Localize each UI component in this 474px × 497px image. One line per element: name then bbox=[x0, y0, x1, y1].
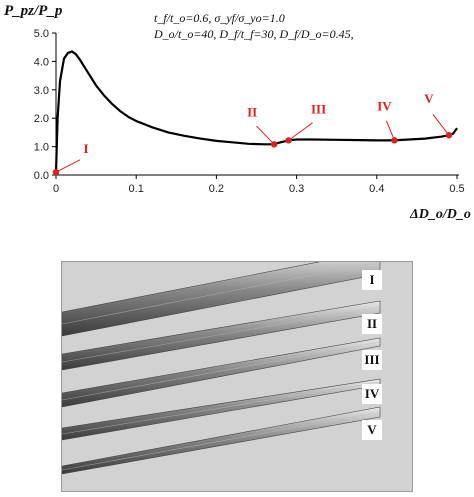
data-point-marker bbox=[391, 137, 398, 144]
deformed-tube-5 bbox=[61, 406, 381, 475]
tube-highlight bbox=[61, 381, 381, 435]
x-tick-label: 0.1 bbox=[129, 183, 144, 195]
marker-leader bbox=[55, 159, 81, 173]
tube-highlight bbox=[61, 341, 381, 401]
y-tick-label: 2.0 bbox=[34, 113, 49, 125]
data-point-marker bbox=[445, 132, 453, 139]
load-deformation-chart: 0 0.1 0.2 0.3 0.4 0.50.01.02.03.04.05.0 III II… bbox=[4, 3, 471, 222]
series-line bbox=[54, 50, 458, 173]
annotation-line-1: t_f/t_o=0.6, σ_yf/σ_yo=1.0 bbox=[154, 11, 285, 25]
simulation-panel: I II III IV V bbox=[61, 249, 413, 492]
y-tick-label: 3.0 bbox=[34, 85, 49, 97]
y-axis-label: P_pz/P_p bbox=[4, 3, 63, 19]
marker-label: II bbox=[247, 104, 257, 119]
data-point-marker bbox=[270, 141, 278, 148]
marker-leader bbox=[385, 120, 395, 141]
x-tick-label: 0.2 bbox=[209, 183, 224, 195]
x-tick-label: 0.4 bbox=[369, 183, 384, 195]
x-tick-label: 0.5 bbox=[449, 183, 464, 195]
deformed-tube-2 bbox=[61, 300, 381, 371]
marker-leader bbox=[288, 122, 313, 141]
deformed-tube-renderings bbox=[61, 249, 381, 475]
marker-label: V bbox=[424, 91, 434, 106]
stage-label-3: III bbox=[362, 350, 382, 370]
marker-label: IV bbox=[377, 98, 392, 113]
stage-label-2: II bbox=[362, 314, 382, 334]
deformed-tube-3 bbox=[61, 337, 381, 408]
chart-markers: III III IV V bbox=[52, 91, 453, 176]
tube-highlight bbox=[61, 261, 381, 325]
stage-label-4: IV bbox=[362, 384, 382, 404]
annotation-line-2: D_o/t_o=40, D_f/t_f=30, D_f/D_o=0.45, bbox=[153, 27, 354, 41]
y-tick-label: 0.0 bbox=[34, 170, 49, 182]
tube-highlight bbox=[61, 306, 381, 363]
x-tick-label: 0.3 bbox=[289, 183, 304, 195]
x-axis-label: ΔD_o/D_o bbox=[409, 207, 471, 222]
y-tick-label: 4.0 bbox=[34, 56, 49, 68]
chart-ticks: 0 0.1 0.2 0.3 0.4 0.5 0.0 1.0 2.0 3.0 4.0 5.0 bbox=[34, 28, 465, 195]
data-point-marker bbox=[285, 137, 292, 144]
y-tick-label: 1.0 bbox=[34, 142, 49, 154]
stage-label-1: I bbox=[362, 270, 382, 290]
chart-axes bbox=[55, 33, 459, 176]
tube-highlight bbox=[61, 411, 381, 471]
marker-label: I bbox=[83, 141, 88, 156]
y-tick-label: 5.0 bbox=[34, 28, 49, 40]
marker-label: III bbox=[311, 101, 326, 116]
deformed-tube-1 bbox=[61, 249, 381, 337]
marker-leader bbox=[432, 114, 450, 136]
data-point-marker bbox=[52, 168, 60, 176]
stage-label-5: V bbox=[362, 420, 382, 440]
x-tick-label: 0 bbox=[53, 183, 59, 195]
marker-leader bbox=[256, 125, 275, 145]
